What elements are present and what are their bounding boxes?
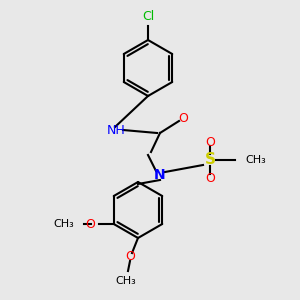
Text: Cl: Cl — [142, 10, 154, 23]
Text: CH₃: CH₃ — [53, 219, 74, 229]
Text: N: N — [154, 168, 166, 182]
Text: CH₃: CH₃ — [116, 276, 136, 286]
Text: O: O — [178, 112, 188, 124]
Text: O: O — [205, 136, 215, 148]
Text: NH: NH — [107, 124, 126, 136]
Text: CH₃: CH₃ — [245, 155, 266, 165]
Text: O: O — [85, 218, 95, 230]
Text: S: S — [205, 152, 215, 167]
Text: O: O — [125, 250, 135, 262]
Text: O: O — [205, 172, 215, 184]
